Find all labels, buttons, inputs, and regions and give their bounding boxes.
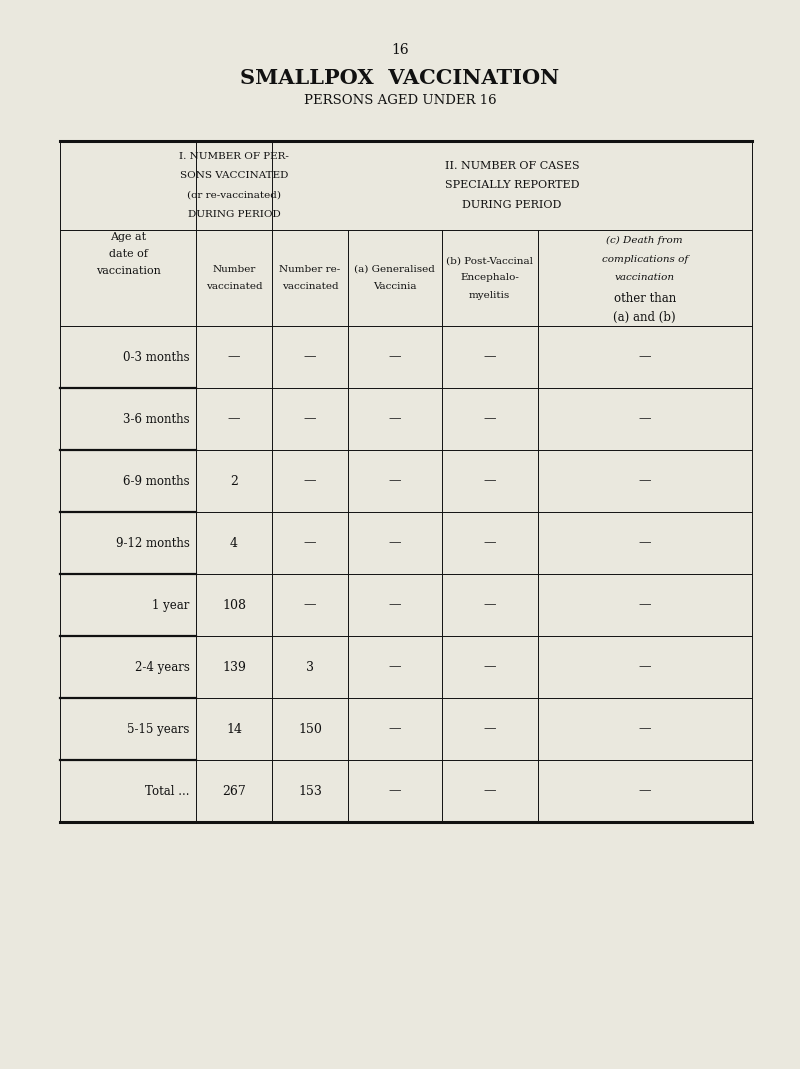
- Text: —: —: [304, 537, 316, 549]
- Text: DURING PERIOD: DURING PERIOD: [188, 210, 280, 219]
- Text: 5-15 years: 5-15 years: [127, 723, 190, 735]
- Text: —: —: [389, 785, 401, 797]
- Text: —: —: [389, 537, 401, 549]
- Text: —: —: [483, 537, 496, 549]
- Text: —: —: [304, 475, 316, 487]
- Text: SPECIALLY REPORTED: SPECIALLY REPORTED: [445, 181, 579, 190]
- Text: vaccinated: vaccinated: [282, 282, 338, 291]
- Text: 3: 3: [306, 661, 314, 673]
- Text: —: —: [389, 661, 401, 673]
- Text: —: —: [638, 723, 651, 735]
- Text: DURING PERIOD: DURING PERIOD: [462, 200, 562, 210]
- Text: 14: 14: [226, 723, 242, 735]
- Text: —: —: [389, 413, 401, 425]
- Text: 108: 108: [222, 599, 246, 611]
- Text: 2: 2: [230, 475, 238, 487]
- Text: —: —: [304, 599, 316, 611]
- Text: —: —: [638, 537, 651, 549]
- Text: 139: 139: [222, 661, 246, 673]
- Text: vaccination: vaccination: [615, 274, 675, 282]
- Text: Total ...: Total ...: [145, 785, 190, 797]
- Text: Number: Number: [212, 265, 256, 274]
- Text: 1 year: 1 year: [152, 599, 190, 611]
- Text: —: —: [483, 723, 496, 735]
- Text: II. NUMBER OF CASES: II. NUMBER OF CASES: [445, 161, 579, 171]
- Text: —: —: [638, 351, 651, 363]
- Text: —: —: [483, 785, 496, 797]
- Text: —: —: [638, 413, 651, 425]
- Text: I. NUMBER OF PER-: I. NUMBER OF PER-: [179, 152, 289, 161]
- Text: SMALLPOX  VACCINATION: SMALLPOX VACCINATION: [240, 68, 560, 89]
- Text: —: —: [389, 599, 401, 611]
- Text: complications of: complications of: [602, 254, 688, 264]
- Text: myelitis: myelitis: [469, 291, 510, 299]
- Text: —: —: [389, 475, 401, 487]
- Text: PERSONS AGED UNDER 16: PERSONS AGED UNDER 16: [304, 94, 496, 107]
- Text: —: —: [228, 351, 240, 363]
- Text: —: —: [483, 413, 496, 425]
- Text: (b) Post-Vaccinal: (b) Post-Vaccinal: [446, 257, 533, 265]
- Text: —: —: [638, 785, 651, 797]
- Text: 4: 4: [230, 537, 238, 549]
- Text: —: —: [389, 351, 401, 363]
- Text: Encephalo-: Encephalo-: [460, 274, 519, 282]
- Text: —: —: [483, 661, 496, 673]
- Text: 267: 267: [222, 785, 246, 797]
- Text: vaccination: vaccination: [95, 266, 161, 276]
- Text: vaccinated: vaccinated: [206, 282, 262, 291]
- Text: 3-6 months: 3-6 months: [123, 413, 190, 425]
- Text: (or re-vaccinated): (or re-vaccinated): [187, 190, 281, 200]
- Text: (a) and (b): (a) and (b): [614, 311, 676, 324]
- Text: —: —: [638, 475, 651, 487]
- Text: 153: 153: [298, 785, 322, 797]
- Text: 0-3 months: 0-3 months: [123, 351, 190, 363]
- Text: —: —: [483, 351, 496, 363]
- Text: —: —: [483, 599, 496, 611]
- Text: 9-12 months: 9-12 months: [116, 537, 190, 549]
- Text: Number re-: Number re-: [279, 265, 341, 274]
- Text: 2-4 years: 2-4 years: [134, 661, 190, 673]
- Text: 6-9 months: 6-9 months: [123, 475, 190, 487]
- Text: (c) Death from: (c) Death from: [606, 236, 683, 245]
- Text: —: —: [228, 413, 240, 425]
- Text: Vaccinia: Vaccinia: [373, 282, 417, 291]
- Text: (a) Generalised: (a) Generalised: [354, 265, 435, 274]
- Text: SONS VACCINATED: SONS VACCINATED: [180, 171, 288, 181]
- Text: 16: 16: [391, 43, 409, 57]
- Text: 150: 150: [298, 723, 322, 735]
- Text: other than: other than: [614, 292, 676, 305]
- Text: —: —: [304, 351, 316, 363]
- Text: —: —: [304, 413, 316, 425]
- Text: —: —: [638, 599, 651, 611]
- Text: —: —: [389, 723, 401, 735]
- Text: Age at: Age at: [110, 232, 146, 242]
- Text: date of: date of: [109, 249, 147, 259]
- Text: —: —: [638, 661, 651, 673]
- Text: —: —: [483, 475, 496, 487]
